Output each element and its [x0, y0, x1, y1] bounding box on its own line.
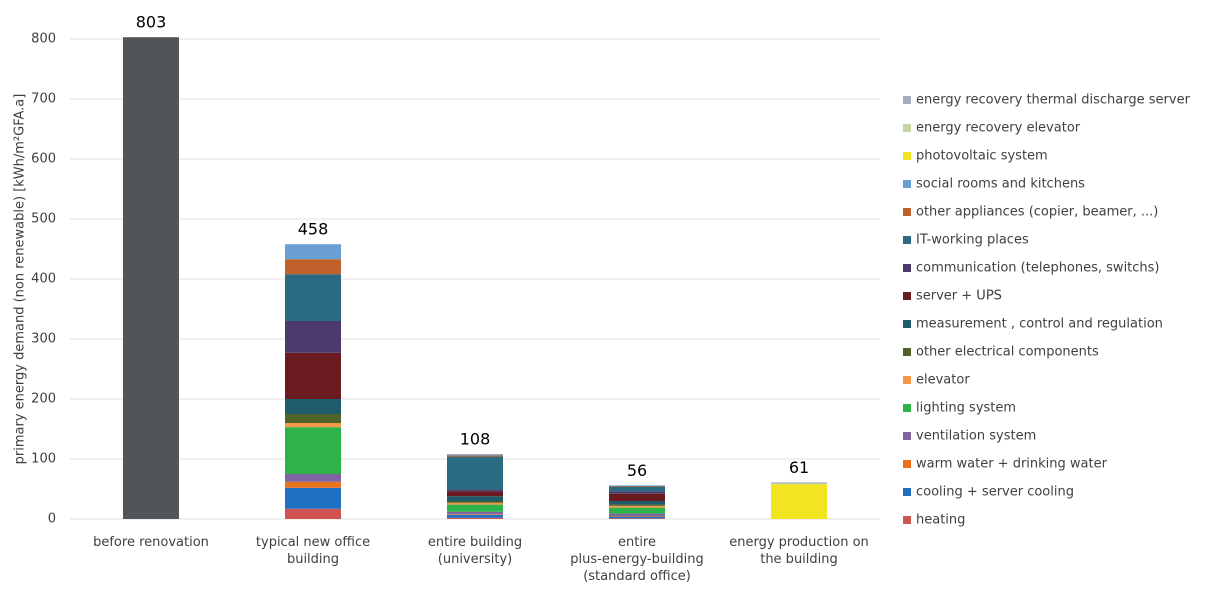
bar-segment: [285, 414, 341, 423]
bar-segment: [609, 486, 665, 492]
x-tick-label: energy production on the building: [729, 535, 869, 567]
legend-swatch: [903, 180, 911, 188]
x-tick-label: entire plus-energy-building (standard of…: [570, 535, 704, 584]
legend-swatch: [903, 292, 911, 300]
total-label: 56: [627, 461, 647, 480]
legend-swatch: [903, 404, 911, 412]
bar-segment: [609, 516, 665, 517]
bar-segment: [285, 259, 341, 275]
legend-swatch: [903, 348, 911, 356]
legend-label: photovoltaic system: [916, 149, 1048, 164]
bar-segment: [447, 456, 503, 490]
bar-segment: [447, 502, 503, 505]
y-tick-label: 100: [31, 452, 56, 467]
legend-swatch: [903, 516, 911, 524]
legend-swatch: [903, 488, 911, 496]
legend-label: lighting system: [916, 401, 1016, 416]
legend-swatch: [903, 320, 911, 328]
legend-label: warm water + drinking water: [916, 457, 1108, 472]
bar-segment: [609, 513, 665, 516]
legend-label: social rooms and kitchens: [916, 177, 1085, 192]
x-tick-label: entire building (university): [427, 535, 523, 567]
bar-segment: [771, 482, 827, 484]
y-tick-label: 800: [31, 32, 56, 47]
legend-swatch: [903, 236, 911, 244]
legend-label: elevator: [916, 373, 970, 388]
legend-label: heating: [916, 513, 965, 528]
bar-segment: [123, 37, 179, 519]
bar-segment: [285, 274, 341, 321]
legend-swatch: [903, 376, 911, 384]
bar-segment: [609, 493, 665, 501]
y-tick-label: 400: [31, 272, 56, 287]
total-label: 61: [789, 458, 809, 477]
bar-segment: [285, 244, 341, 260]
bar-segment: [285, 352, 341, 399]
legend-label: other appliances (copier, beamer, ...): [916, 205, 1158, 220]
legend-label: IT-working places: [916, 233, 1029, 248]
legend-label: communication (telephones, switchs): [916, 261, 1160, 276]
bar-segment: [771, 484, 827, 519]
total-label: 803: [136, 13, 167, 32]
bar-segment: [447, 454, 503, 456]
legend-label: server + UPS: [916, 289, 1002, 304]
legend-swatch: [903, 96, 911, 104]
bar-segment: [609, 507, 665, 514]
bar-segment: [285, 487, 341, 509]
bar-segment: [609, 501, 665, 505]
bar-segment: [285, 321, 341, 353]
total-label: 108: [460, 430, 491, 449]
bar-segment: [609, 516, 665, 519]
y-tick-label: 700: [31, 92, 56, 107]
bar-segment: [609, 485, 665, 486]
bar-segment: [447, 511, 503, 515]
y-tick-label: 0: [48, 512, 56, 527]
legend-swatch: [903, 152, 911, 160]
legend-label: cooling + server cooling: [916, 485, 1074, 500]
bar-segment: [447, 517, 503, 519]
bar-segment: [447, 504, 503, 512]
total-label: 458: [298, 220, 329, 239]
legend-label: ventilation system: [916, 429, 1036, 444]
bar-segment: [447, 496, 503, 501]
x-tick-label: before renovation: [93, 535, 209, 550]
bar-segment: [447, 514, 503, 515]
bar-segment: [447, 491, 503, 497]
legend-swatch: [903, 208, 911, 216]
bar-segment: [285, 427, 341, 474]
bar-segment: [609, 486, 665, 487]
legend-swatch: [903, 432, 911, 440]
bar-segment: [609, 518, 665, 519]
legend-swatch: [903, 460, 911, 468]
legend-swatch: [903, 264, 911, 272]
bar-segment: [285, 474, 341, 482]
y-tick-label: 200: [31, 392, 56, 407]
y-tick-label: 500: [31, 212, 56, 227]
bar-segment: [285, 423, 341, 428]
legend-label: other electrical components: [916, 345, 1099, 360]
legend-label: energy recovery elevator: [916, 121, 1081, 136]
bar-segment: [285, 481, 341, 488]
y-tick-label: 600: [31, 152, 56, 167]
bar-segment: [447, 455, 503, 457]
bar-segment: [447, 514, 503, 518]
bar-segment: [447, 489, 503, 492]
legend-swatch: [903, 124, 911, 132]
legend-label: energy recovery thermal discharge server: [916, 93, 1191, 108]
bar-segment: [285, 508, 341, 519]
bar-segment: [609, 505, 665, 508]
bar-segment: [609, 491, 665, 494]
bar-segment: [447, 501, 503, 503]
bar-segment: [285, 399, 341, 414]
bar-segment: [771, 483, 827, 485]
bar-segment: [609, 504, 665, 506]
x-tick-label: typical new office building: [255, 535, 371, 567]
legend-label: measurement , control and regulation: [916, 317, 1163, 332]
y-tick-label: 300: [31, 332, 56, 347]
y-axis-label: primary energy demand (non renewable) [k…: [13, 94, 28, 465]
